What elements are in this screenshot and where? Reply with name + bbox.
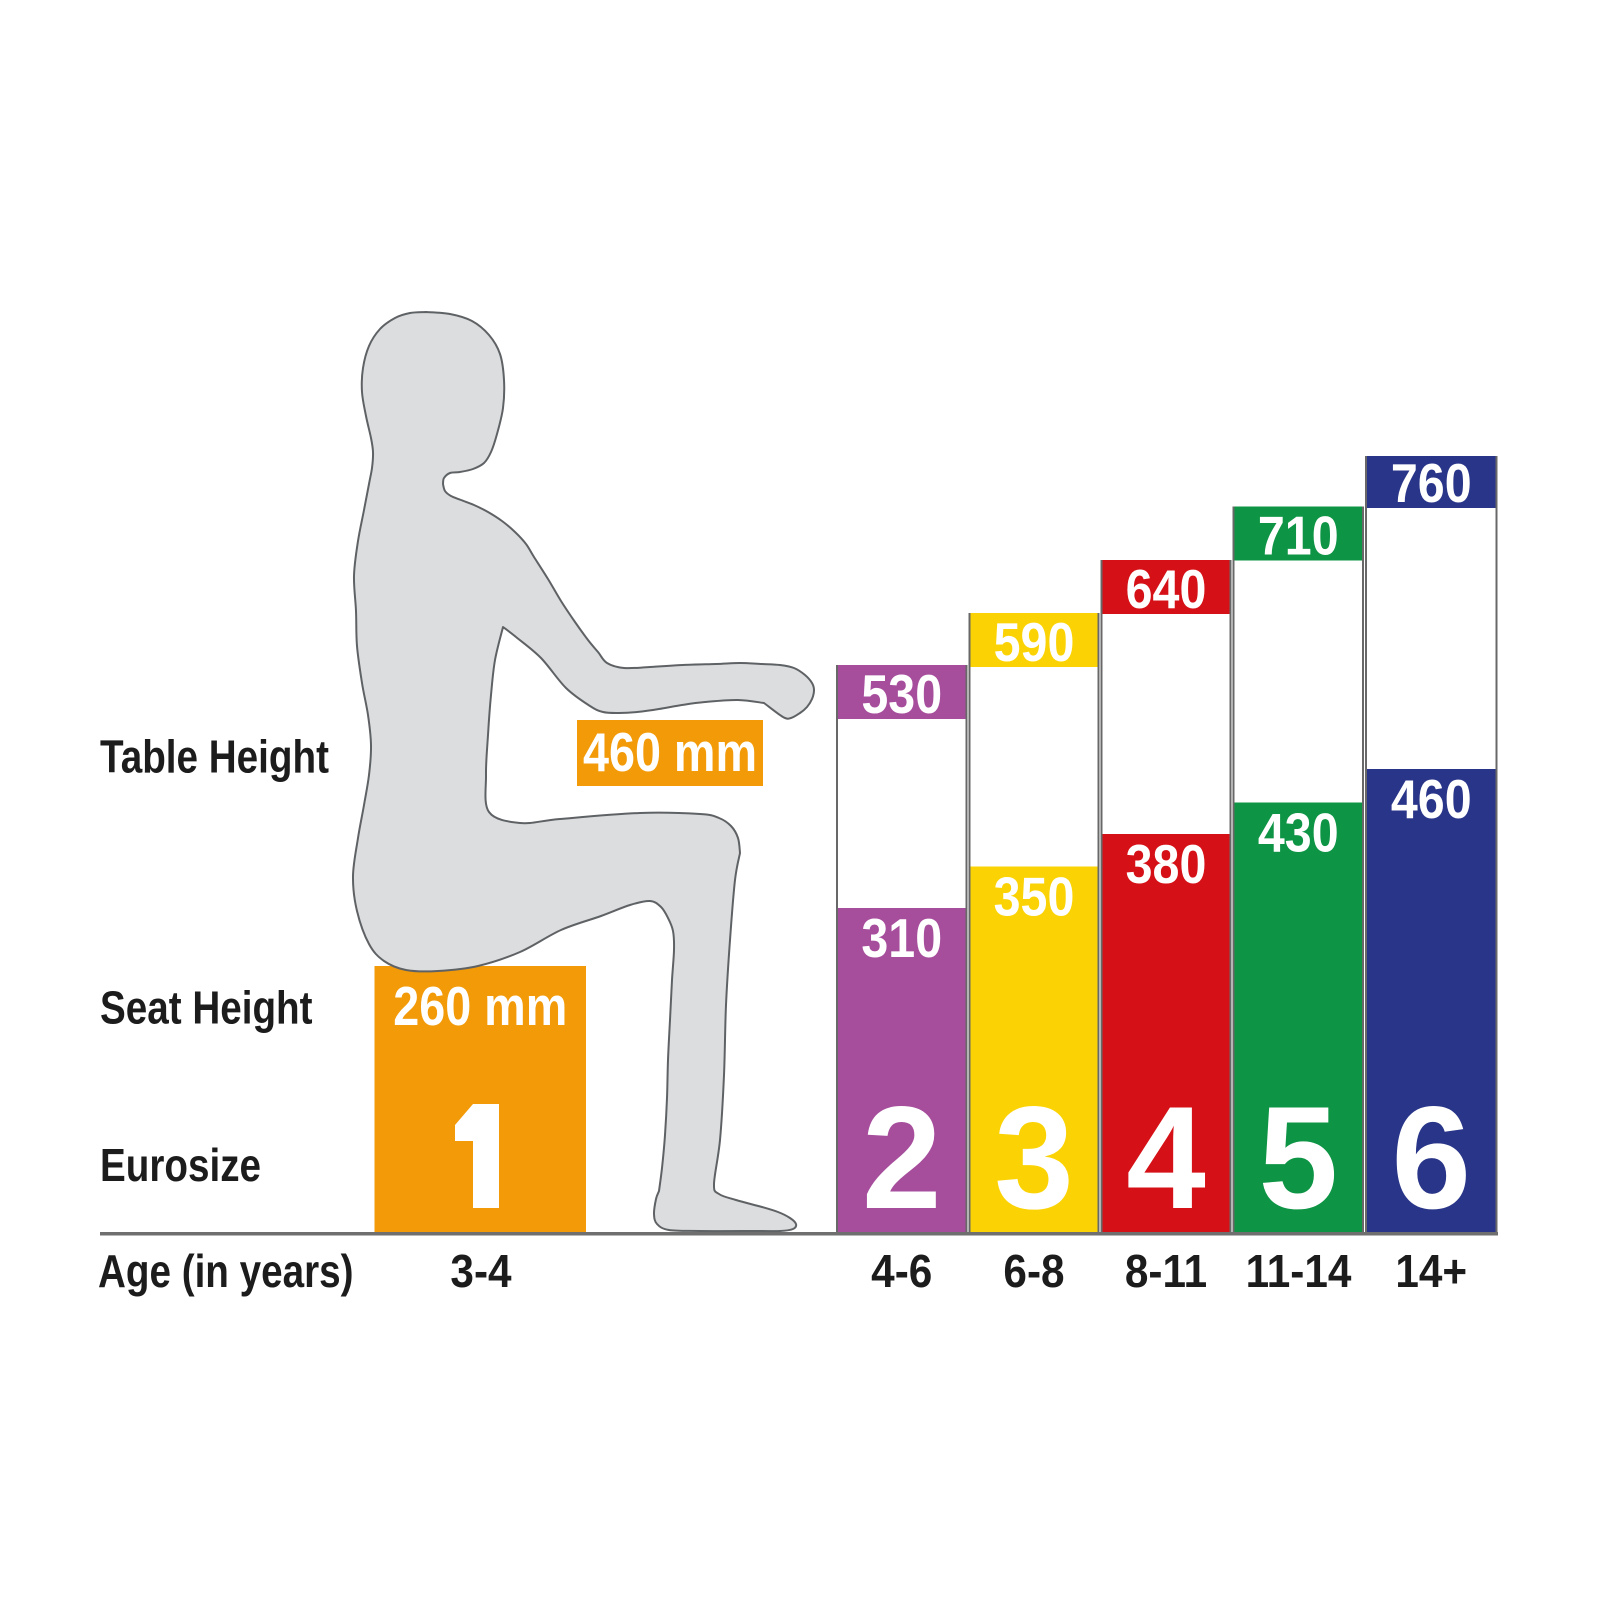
svg-text:760: 760 bbox=[1391, 452, 1472, 514]
svg-text:Age (in years): Age (in years) bbox=[98, 1246, 353, 1297]
svg-text:590: 590 bbox=[994, 611, 1075, 673]
svg-text:350: 350 bbox=[994, 866, 1075, 928]
svg-text:640: 640 bbox=[1126, 558, 1207, 620]
svg-text:Table Height: Table Height bbox=[100, 731, 329, 782]
svg-text:310: 310 bbox=[861, 907, 942, 969]
svg-text:6-8: 6-8 bbox=[1003, 1246, 1064, 1297]
svg-text:460 mm: 460 mm bbox=[583, 721, 757, 782]
svg-text:11-14: 11-14 bbox=[1246, 1246, 1352, 1297]
svg-text:430: 430 bbox=[1258, 802, 1339, 864]
svg-text:3: 3 bbox=[994, 1076, 1074, 1240]
svg-text:3-4: 3-4 bbox=[450, 1246, 512, 1297]
svg-text:Seat Height: Seat Height bbox=[100, 982, 313, 1033]
svg-text:460: 460 bbox=[1391, 768, 1472, 830]
svg-text:2: 2 bbox=[862, 1076, 942, 1240]
svg-text:4-6: 4-6 bbox=[871, 1246, 932, 1297]
svg-text:5: 5 bbox=[1258, 1076, 1338, 1240]
svg-text:Eurosize: Eurosize bbox=[100, 1140, 261, 1191]
svg-text:6: 6 bbox=[1391, 1076, 1471, 1240]
svg-text:530: 530 bbox=[861, 663, 942, 725]
svg-text:4: 4 bbox=[1126, 1076, 1206, 1240]
svg-text:260 mm: 260 mm bbox=[393, 975, 567, 1036]
svg-text:380: 380 bbox=[1126, 833, 1207, 895]
svg-text:710: 710 bbox=[1258, 505, 1339, 567]
svg-text:8-11: 8-11 bbox=[1125, 1246, 1207, 1297]
svg-text:14+: 14+ bbox=[1395, 1246, 1467, 1297]
